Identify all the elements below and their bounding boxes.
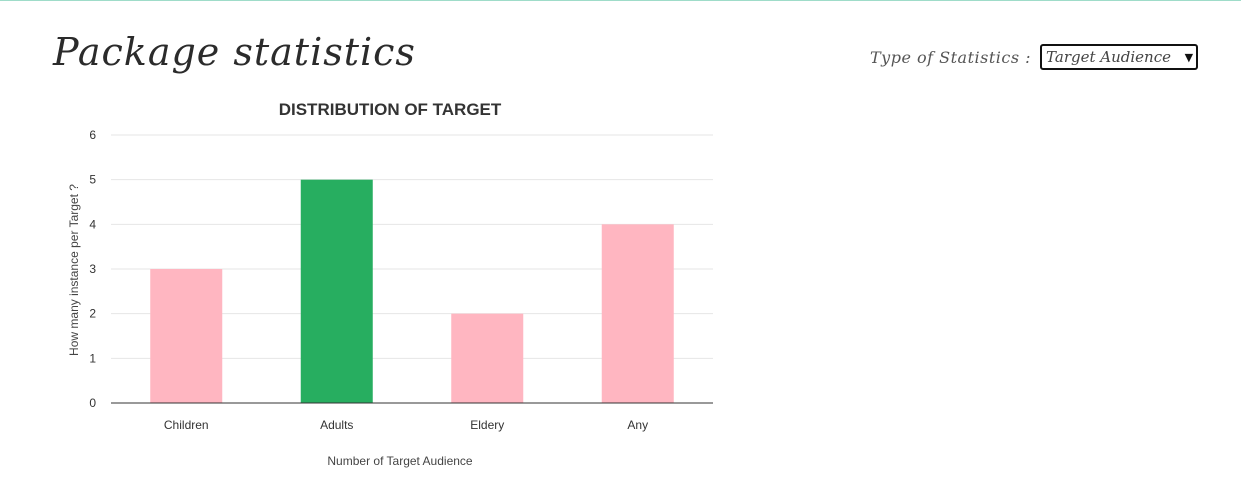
bar-children[interactable] (150, 269, 223, 403)
y-tick-label-1: 1 (89, 351, 96, 365)
bar-any[interactable] (601, 224, 674, 403)
y-tick-label-2: 2 (89, 307, 96, 321)
bar-adults[interactable] (300, 179, 373, 403)
y-tick-label-0: 0 (89, 396, 96, 410)
x-category-label-1: Adults (320, 418, 353, 432)
y-tick-label-4: 4 (89, 217, 96, 231)
statistics-type-select[interactable]: Target Audience ▼ (1040, 44, 1199, 70)
chart-bars (150, 179, 674, 403)
y-tick-label-6: 6 (89, 128, 96, 142)
chevron-down-icon: ▼ (1184, 50, 1194, 64)
y-tick-label-3: 3 (89, 262, 96, 276)
bar-eldery[interactable] (451, 313, 524, 403)
statistics-type-label: Type of Statistics : (870, 47, 1032, 67)
page-title: Package statistics (53, 30, 416, 74)
y-axis-ticks: 0 1 2 3 4 5 6 (89, 128, 96, 410)
x-category-label-2: Eldery (470, 418, 504, 432)
x-category-label-3: Any (627, 418, 648, 432)
y-tick-label-5: 5 (89, 173, 96, 187)
statistics-type-selected-value: Target Audience (1046, 48, 1171, 66)
x-axis-categories: Children Adults Eldery Any (164, 418, 648, 432)
x-category-label-0: Children (164, 418, 209, 432)
statistics-type-control: Type of Statistics : Target Audience ▼ (870, 44, 1199, 70)
top-border (0, 0, 1241, 1)
x-axis-title: Number of Target Audience (327, 454, 473, 468)
bar-chart: DISTRIBUTION OF TARGET 0 1 2 3 4 5 6 Children A… (67, 100, 713, 468)
y-axis-title: How many instance per Target ? (67, 184, 81, 356)
chart-title: DISTRIBUTION OF TARGET (279, 100, 502, 119)
